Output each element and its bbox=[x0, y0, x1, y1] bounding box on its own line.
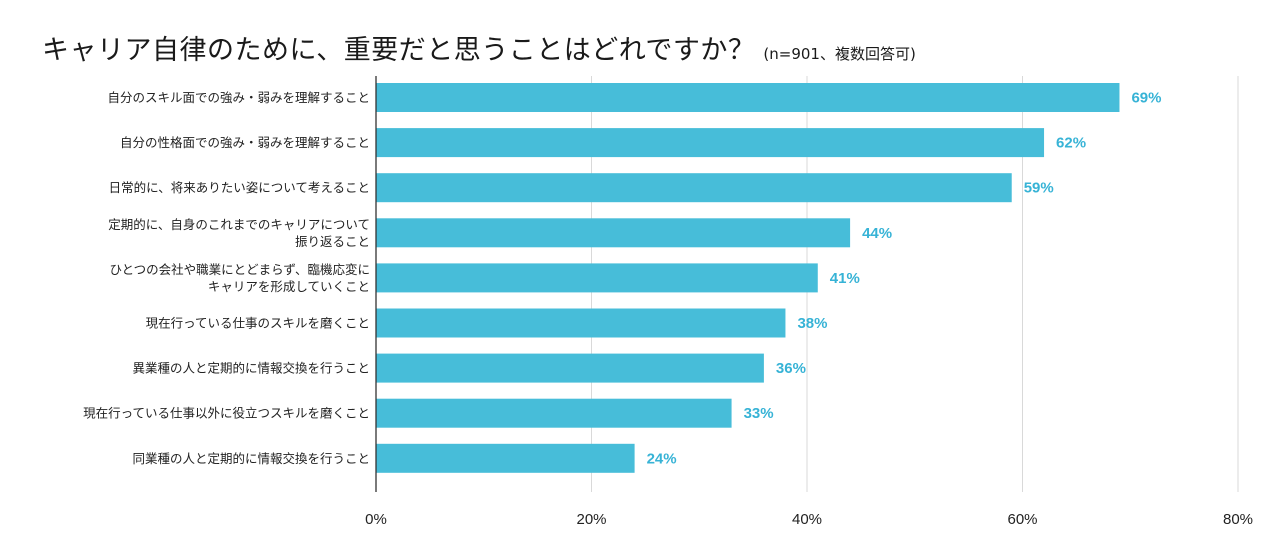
labels: 0% 20% 40% 60% 80% 69% 自分のスキル面での強み・弱みを理解すること 62… bbox=[83, 90, 1253, 529]
bar bbox=[376, 83, 1120, 112]
bar bbox=[376, 308, 786, 338]
data-label: 33% bbox=[744, 405, 774, 422]
bar bbox=[376, 218, 851, 248]
category-label-line: 振り返ること bbox=[295, 234, 370, 249]
bars bbox=[376, 83, 1120, 473]
category-label-line: 日常的に、将来ありたい姿について考えること bbox=[109, 180, 370, 195]
category-label: 定期的に、自身のこれまでのキャリアについて振り返ること bbox=[108, 217, 370, 249]
data-label: 41% bbox=[830, 270, 860, 287]
category-label: 自分の性格面での強み・弱みを理解すること bbox=[120, 135, 370, 150]
category-label-line: 同業種の人と定期的に情報交換を行うこと bbox=[132, 451, 370, 466]
category-label: 現在行っている仕事のスキルを磨くこと bbox=[146, 316, 370, 331]
data-label: 69% bbox=[1131, 90, 1161, 107]
data-label: 38% bbox=[797, 315, 827, 332]
bar bbox=[376, 353, 764, 383]
x-tick-label: 80% bbox=[1223, 511, 1253, 528]
category-label-line: 定期的に、自身のこれまでのキャリアについて bbox=[108, 217, 370, 232]
data-label: 24% bbox=[647, 450, 677, 467]
bar bbox=[376, 443, 635, 473]
category-label: ひとつの会社や職業にとどまらず、臨機応変にキャリアを形成していくこと bbox=[109, 262, 370, 294]
category-label-line: 自分の性格面での強み・弱みを理解すること bbox=[120, 135, 370, 150]
category-label-line: 自分のスキル面での強み・弱みを理解すること bbox=[107, 90, 370, 105]
category-label-line: キャリアを形成していくこと bbox=[208, 279, 370, 294]
bar bbox=[376, 398, 732, 428]
chart-subtitle: (n=901、複数回答可) bbox=[763, 45, 916, 63]
category-label: 同業種の人と定期的に情報交換を行うこと bbox=[132, 451, 370, 466]
category-label: 日常的に、将来ありたい姿について考えること bbox=[109, 180, 370, 195]
category-label-line: 現在行っている仕事以外に役立つスキルを磨くこと bbox=[83, 406, 370, 421]
bar bbox=[376, 173, 1012, 203]
category-label-line: 現在行っている仕事のスキルを磨くこと bbox=[146, 316, 370, 331]
category-label: 自分のスキル面での強み・弱みを理解すること bbox=[107, 90, 370, 105]
bar bbox=[376, 128, 1045, 158]
x-tick-label: 0% bbox=[365, 511, 387, 528]
category-label: 異業種の人と定期的に情報交換を行うこと bbox=[132, 361, 370, 376]
chart-title: キャリア自律のために、重要だと思うことはどれですか？ bbox=[42, 35, 756, 66]
x-tick-label: 40% bbox=[792, 511, 822, 528]
chart-title-block: キャリア自律のために、重要だと思うことはどれですか？ (n=901、複数回答可) bbox=[42, 28, 916, 67]
data-label: 36% bbox=[776, 360, 806, 377]
category-label: 現在行っている仕事以外に役立つスキルを磨くこと bbox=[83, 406, 370, 421]
data-label: 44% bbox=[862, 225, 892, 242]
x-tick-label: 60% bbox=[1007, 511, 1037, 528]
data-label: 62% bbox=[1056, 135, 1086, 152]
x-tick-label: 20% bbox=[576, 511, 606, 528]
category-label-line: 異業種の人と定期的に情報交換を行うこと bbox=[132, 361, 370, 376]
bar bbox=[376, 263, 818, 293]
data-label: 59% bbox=[1024, 180, 1054, 197]
category-label-line: ひとつの会社や職業にとどまらず、臨機応変に bbox=[109, 262, 370, 277]
